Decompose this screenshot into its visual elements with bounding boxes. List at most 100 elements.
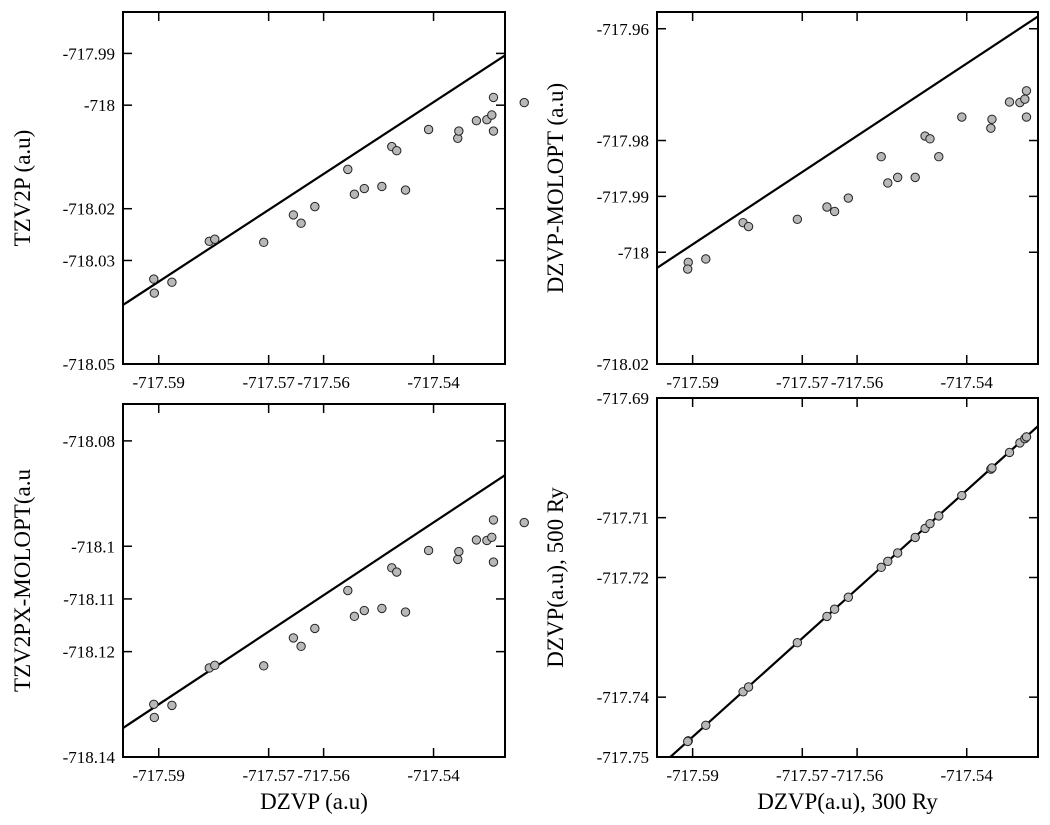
y-tick-label: -717.71	[597, 509, 649, 528]
x-tick-label: -717.59	[666, 766, 718, 785]
data-point	[487, 532, 497, 542]
y-tick-label: -717.72	[597, 569, 649, 588]
data-point	[1021, 112, 1032, 122]
data-point	[488, 92, 499, 103]
data-point	[876, 562, 886, 573]
data-point	[876, 152, 886, 162]
data-point	[488, 557, 499, 567]
data-point	[892, 548, 903, 558]
panel-2: -717.59 -717.57 -717.56 -717.54 -718.02 -718 -…	[543, 11, 1039, 392]
data-point	[471, 535, 482, 545]
data-point	[519, 97, 529, 108]
y-tick-label: -718.02	[597, 355, 649, 374]
data-point	[392, 146, 402, 156]
fit-line	[123, 54, 505, 306]
data-point	[934, 152, 944, 162]
data-point	[454, 546, 464, 557]
data-point	[487, 110, 497, 120]
data-point	[1021, 86, 1032, 96]
data-point	[792, 638, 803, 648]
y-tick-label: -718.08	[63, 432, 115, 451]
y-tick-label: -718.03	[63, 251, 115, 270]
data-point	[843, 592, 854, 602]
data-point	[488, 515, 499, 525]
data-point	[792, 214, 803, 224]
data-point	[957, 112, 967, 122]
data-point	[986, 123, 996, 133]
data-point	[883, 556, 893, 567]
x-tick-label: -717.56	[297, 373, 349, 392]
data-point	[359, 183, 369, 194]
data-point	[400, 607, 411, 617]
data-point	[343, 164, 353, 175]
panel-4: -717.59 -717.57 -717.56 -717.54 -717.75 -717.…	[543, 389, 1039, 814]
data-point	[829, 206, 840, 217]
data-point	[1004, 447, 1015, 458]
y-axis-label: TZV2P (a.u)	[10, 130, 35, 247]
data-point	[925, 518, 935, 529]
y-tick-label: -718.1	[71, 537, 115, 556]
plot-frame	[122, 403, 506, 758]
data-point	[910, 532, 920, 543]
data-point	[259, 661, 269, 671]
data-point	[288, 210, 299, 220]
y-tick-label: -718.14	[63, 748, 116, 767]
data-point	[829, 604, 840, 614]
data-point	[296, 218, 306, 228]
data-point	[743, 682, 754, 692]
data-point	[349, 189, 360, 199]
data-point	[310, 201, 320, 212]
data-point	[1021, 432, 1032, 442]
data-point	[167, 277, 177, 287]
x-tick-label: -717.54	[941, 766, 994, 785]
y-tick-label: -717.96	[597, 20, 649, 39]
y-tick-label: -718.11	[63, 590, 115, 609]
data-point	[843, 193, 854, 203]
data-point	[149, 288, 160, 298]
x-tick-label: -717.59	[666, 373, 718, 392]
data-point	[1004, 97, 1015, 107]
y-tick-label: -718.05	[63, 355, 115, 374]
data-point	[296, 641, 306, 652]
y-tick-label: -717.74	[597, 688, 650, 707]
data-point	[392, 567, 402, 577]
plot-frame	[656, 11, 1039, 365]
data-point	[743, 221, 754, 232]
data-point	[288, 633, 299, 643]
panel-3: -717.59 -717.57 -717.56 -717.54 -718.14 -718.…	[10, 403, 529, 814]
y-tick-label: -717.69	[597, 389, 649, 408]
data-point	[453, 554, 463, 565]
x-tick-label: -717.54	[941, 373, 994, 392]
data-point	[1020, 94, 1030, 104]
y-axis-label: DZVP(a.u), 500 Ry	[543, 487, 568, 668]
data-point	[910, 172, 920, 183]
data-point	[210, 234, 220, 244]
data-point	[149, 712, 160, 723]
data-point	[957, 490, 967, 501]
y-axis-label: DZVP-MOLOPT (a.u)	[543, 83, 568, 293]
x-tick-label: -717.56	[831, 766, 883, 785]
data-point	[987, 114, 997, 124]
data-point	[822, 611, 832, 622]
data-point	[682, 736, 693, 747]
x-tick-label: -717.54	[407, 373, 460, 392]
data-point	[883, 178, 893, 188]
data-point	[934, 511, 944, 521]
x-axis-label: DZVP (a.u)	[260, 789, 368, 814]
x-tick-label: -717.57	[776, 373, 829, 392]
data-point	[423, 545, 434, 556]
data-point	[925, 134, 935, 144]
data-point	[349, 611, 360, 622]
data-point	[210, 660, 220, 671]
x-tick-label: -717.56	[831, 373, 883, 392]
data-point	[701, 254, 711, 264]
fit-line	[657, 15, 1038, 269]
y-tick-label: -718.02	[63, 200, 115, 219]
y-tick-label: -717.98	[597, 132, 649, 151]
panel-1: -717.59 -717.57 -717.56 -717.54 -718.05 -718.…	[10, 11, 529, 392]
data-point	[310, 623, 320, 634]
data-point	[423, 124, 434, 135]
x-tick-label: -717.54	[407, 766, 460, 785]
plot-frame	[122, 11, 506, 365]
x-axis-label: DZVP(a.u), 300 Ry	[757, 789, 938, 814]
